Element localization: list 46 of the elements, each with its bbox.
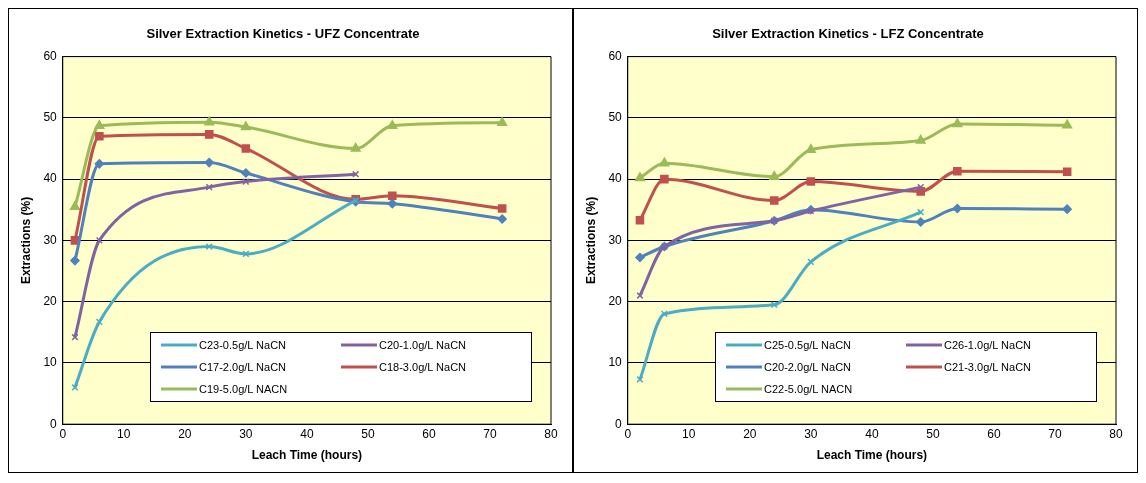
y-tick-label: 60 — [608, 48, 623, 63]
x-tick-label: 50 — [926, 426, 940, 441]
legend-label: C22-5.0g/L NACN — [764, 383, 853, 395]
x-tick-label: 60 — [987, 426, 1001, 441]
y-tick-label: 20 — [608, 293, 623, 308]
y-tick-label: 40 — [608, 171, 623, 186]
x-tick-label: 20 — [178, 426, 192, 441]
y-tick-label: 50 — [43, 110, 58, 125]
y-tick-label: 60 — [43, 48, 58, 63]
y-tick-label: 0 — [50, 416, 58, 431]
y-axis-title: Extractions (%) — [18, 196, 33, 285]
x-tick-label: 20 — [743, 426, 757, 441]
y-tick-label: 20 — [43, 293, 58, 308]
x-tick-label: 50 — [361, 426, 375, 441]
y-tick-label: 30 — [43, 232, 58, 247]
legend-label: C20-1.0g/L NaCN — [379, 339, 467, 351]
x-tick-label: 70 — [483, 426, 497, 441]
y-tick-label: 30 — [608, 232, 623, 247]
chart-title: Silver Extraction Kinetics - LFZ Concentrate — [712, 26, 984, 42]
x-tick-label: 40 — [865, 426, 879, 441]
x-tick-label: 30 — [239, 426, 253, 441]
x-tick-label: 40 — [300, 426, 314, 441]
y-tick-label: 40 — [43, 171, 58, 186]
y-tick-label: 0 — [615, 416, 623, 431]
legend-label: C23-0.5g/L NaCN — [199, 339, 287, 351]
x-tick-label: 30 — [804, 426, 818, 441]
legend-label: C26-1.0g/L NaCN — [944, 339, 1032, 351]
x-tick-label: 80 — [544, 426, 558, 441]
x-tick-label: 70 — [1048, 426, 1062, 441]
y-tick-label: 10 — [608, 355, 623, 370]
x-tick-label: 10 — [117, 426, 131, 441]
legend-label: C18-3.0g/L NaCN — [379, 361, 467, 373]
x-axis-title: Leach Time (hours) — [251, 448, 363, 463]
legend-label: C17-2.0g/L NaCN — [199, 361, 287, 373]
legend-label: C20-2.0g/L NaCN — [764, 361, 852, 373]
x-tick-label: 80 — [1109, 426, 1123, 441]
legend-label: C21-3.0g/L NaCN — [944, 361, 1032, 373]
y-tick-label: 10 — [43, 355, 58, 370]
chart-title: Silver Extraction Kinetics - UFZ Concentrate — [146, 26, 420, 42]
x-tick-label: 10 — [682, 426, 696, 441]
legend-label: C19-5.0g/L NACN — [199, 383, 288, 395]
y-axis-title: Extractions (%) — [583, 196, 598, 285]
x-axis-title: Leach Time (hours) — [816, 448, 928, 463]
x-tick-label: 60 — [422, 426, 436, 441]
y-tick-label: 50 — [608, 110, 623, 125]
legend-label: C25-0.5g/L NaCN — [764, 339, 852, 351]
